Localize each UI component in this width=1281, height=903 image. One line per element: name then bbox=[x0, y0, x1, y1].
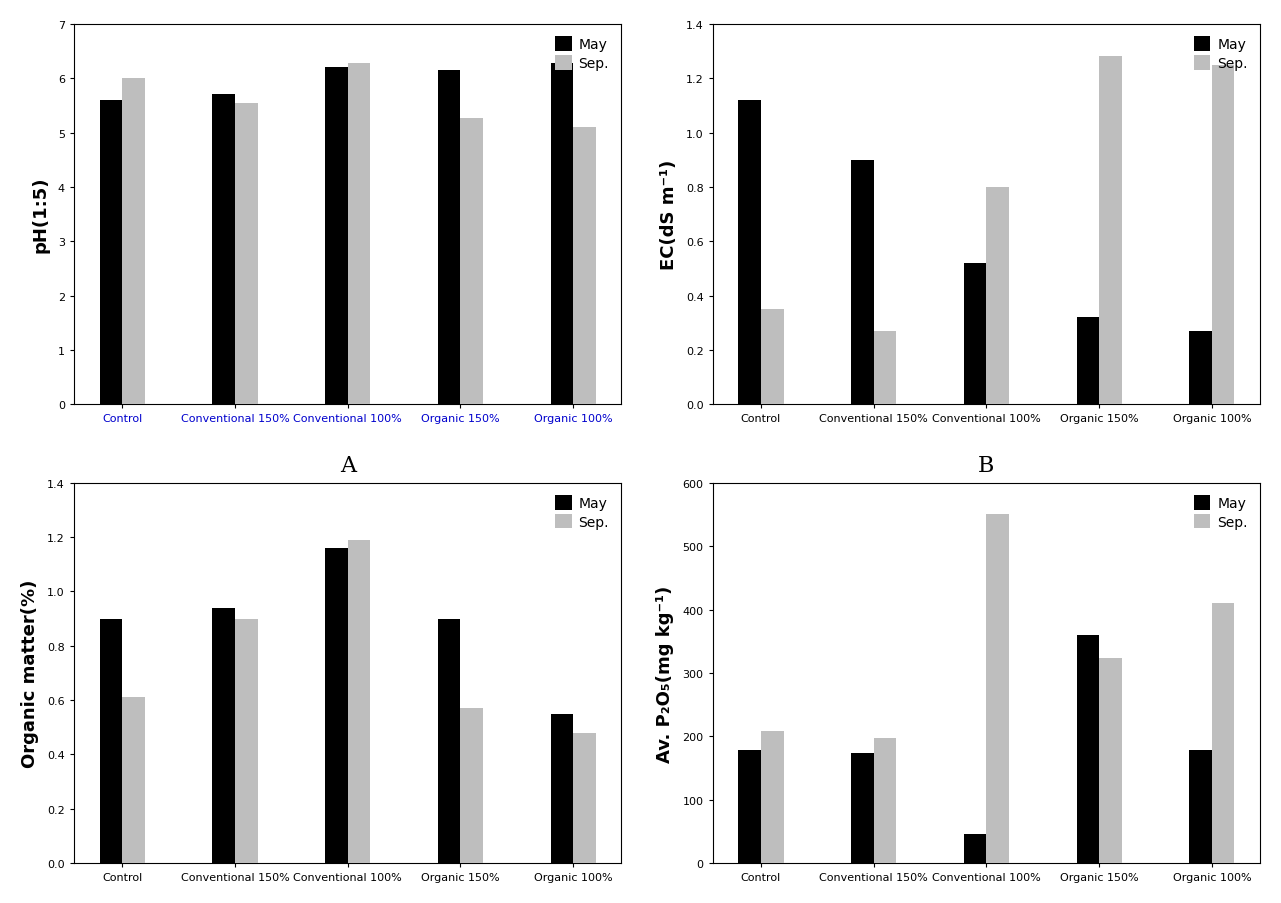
Bar bbox=[1099, 58, 1122, 405]
Text: A: A bbox=[339, 454, 356, 477]
Legend: May, Sep.: May, Sep. bbox=[1187, 32, 1253, 77]
Bar bbox=[347, 540, 370, 863]
Bar bbox=[573, 128, 596, 405]
Legend: May, Sep.: May, Sep. bbox=[550, 490, 615, 535]
Bar bbox=[1189, 331, 1212, 405]
Bar bbox=[851, 754, 874, 863]
Bar bbox=[100, 101, 122, 405]
Bar bbox=[100, 619, 122, 863]
Bar bbox=[1076, 318, 1099, 405]
Text: B: B bbox=[979, 454, 994, 477]
Bar bbox=[874, 331, 897, 405]
Bar bbox=[460, 709, 483, 863]
Bar bbox=[573, 733, 596, 863]
Bar bbox=[325, 69, 347, 405]
Bar bbox=[122, 79, 145, 405]
Bar bbox=[213, 608, 234, 863]
Bar bbox=[325, 548, 347, 863]
Bar bbox=[122, 698, 145, 863]
Legend: May, Sep.: May, Sep. bbox=[1187, 490, 1253, 535]
Bar bbox=[986, 515, 1009, 863]
Bar bbox=[1189, 750, 1212, 863]
Bar bbox=[738, 101, 761, 405]
Bar bbox=[460, 119, 483, 405]
Bar bbox=[963, 264, 986, 405]
Bar bbox=[1212, 603, 1235, 863]
Bar bbox=[874, 738, 897, 863]
Bar bbox=[963, 834, 986, 863]
Bar bbox=[1076, 635, 1099, 863]
Y-axis label: pH(1:5): pH(1:5) bbox=[32, 177, 50, 253]
Bar bbox=[234, 619, 257, 863]
Bar bbox=[234, 104, 257, 405]
Y-axis label: Av. P₂O₅(mg kg⁻¹): Av. P₂O₅(mg kg⁻¹) bbox=[656, 584, 674, 762]
Bar bbox=[851, 161, 874, 405]
Bar bbox=[986, 188, 1009, 405]
Bar bbox=[213, 96, 234, 405]
Y-axis label: EC(dS m⁻¹): EC(dS m⁻¹) bbox=[660, 160, 678, 270]
Y-axis label: Organic matter(%): Organic matter(%) bbox=[20, 579, 38, 768]
Bar bbox=[438, 71, 460, 405]
Bar bbox=[738, 750, 761, 863]
Bar bbox=[761, 731, 784, 863]
Bar bbox=[551, 64, 573, 405]
Bar bbox=[1099, 658, 1122, 863]
Bar bbox=[347, 64, 370, 405]
Bar bbox=[551, 714, 573, 863]
Bar bbox=[1212, 66, 1235, 405]
Legend: May, Sep.: May, Sep. bbox=[550, 32, 615, 77]
Bar bbox=[761, 310, 784, 405]
Bar bbox=[438, 619, 460, 863]
